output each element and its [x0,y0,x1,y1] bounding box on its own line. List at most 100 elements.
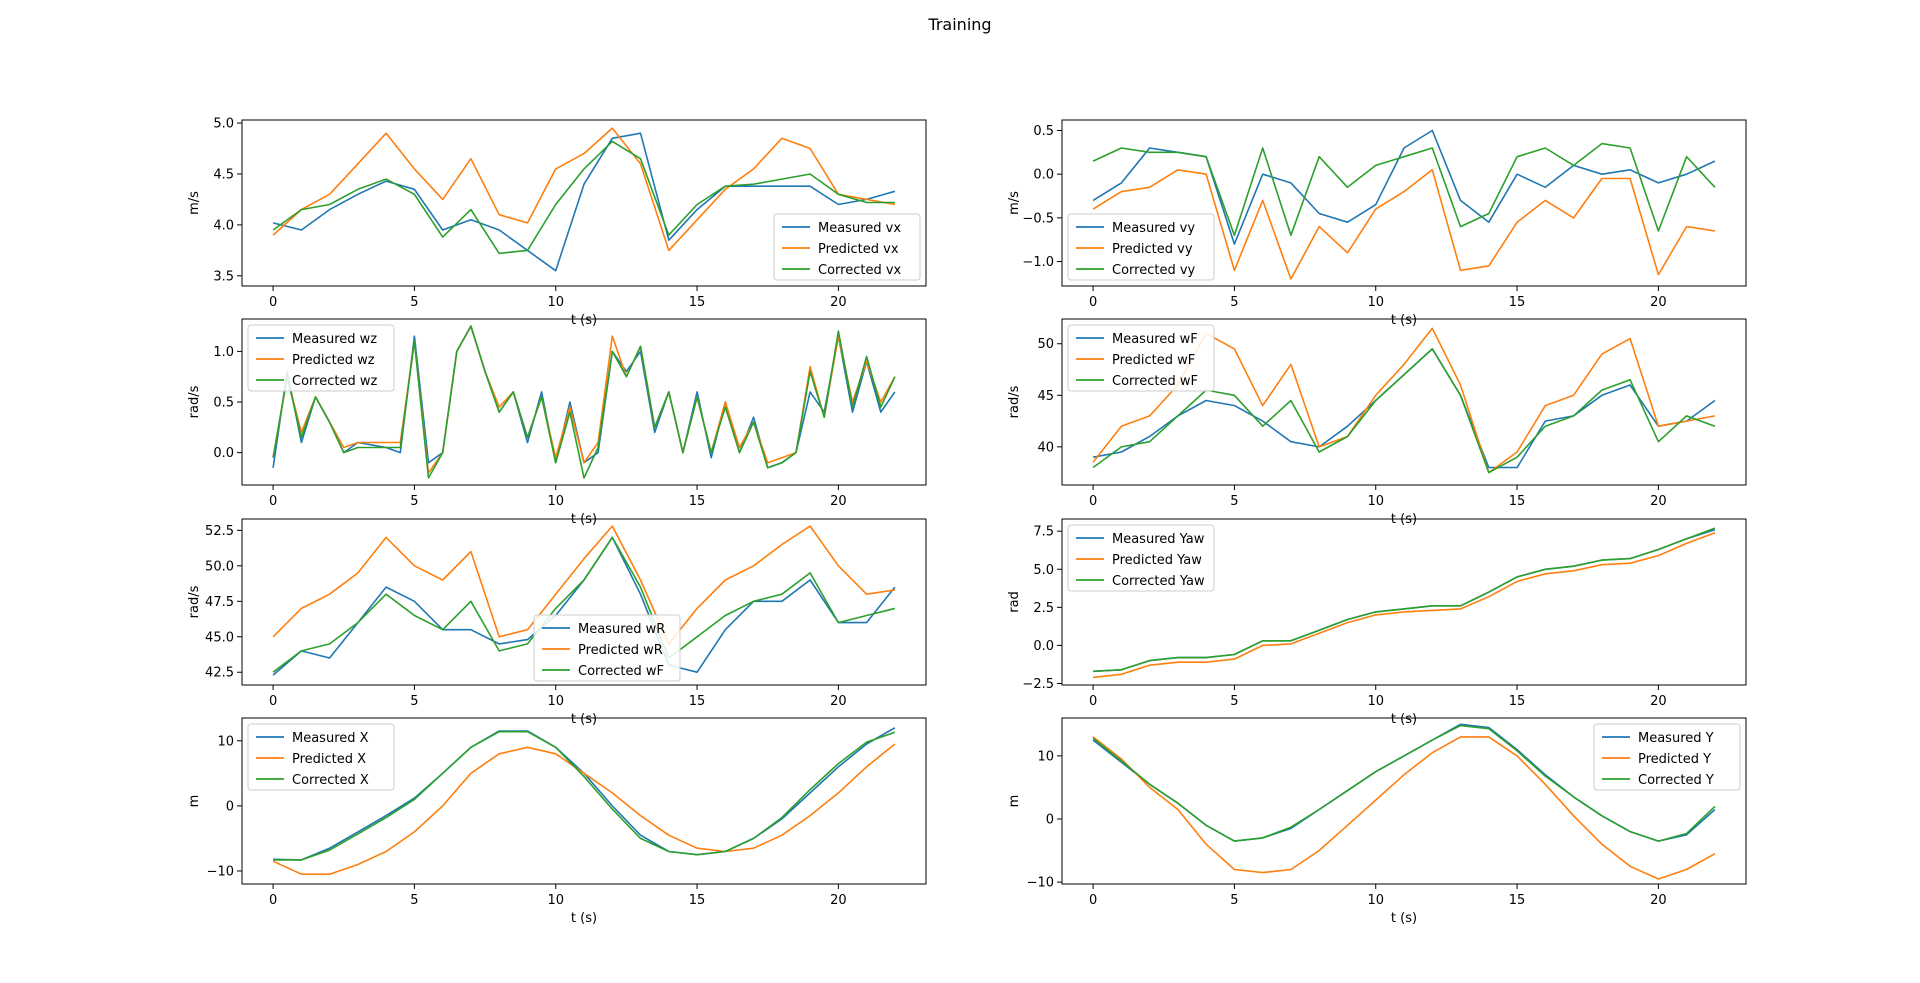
y-tick-label: 47.5 [205,595,234,610]
x-tick-label: 5 [410,295,418,310]
axes-frame [1061,119,1747,287]
y-tick-label: 0 [226,799,234,814]
x-tick-label: 15 [1509,893,1526,908]
axes-frame [1061,717,1747,885]
y-tick-label: 4.0 [213,218,234,233]
legend-label: Predicted Yaw [1112,553,1202,568]
figure-title: Training [927,15,991,34]
x-tick-label: 20 [1650,494,1667,509]
legend-label: Corrected wz [292,374,377,389]
x-tick-label: 5 [410,494,418,509]
y-tick-label: 40 [1037,440,1054,455]
subplot-7: 0 5 10 15 20 −10 0 10 t (s) m Measured X Predicted … [187,717,927,926]
y-tick-label: 0.0 [1033,639,1054,654]
legend-label: Predicted Y [1638,752,1711,767]
legend-label: Measured wF [1112,332,1198,347]
y-tick-label: 3.5 [213,269,234,284]
legend: Measured wz Predicted wz Corrected wz [247,324,395,392]
y-axis-label: m [187,795,202,808]
y-tick-label: −2.5 [1022,677,1054,692]
y-axis-label: m/s [1007,191,1022,215]
x-tick-label: 0 [269,295,277,310]
y-axis-label: m [1007,795,1022,808]
legend-box [247,723,395,791]
x-tick-label: 10 [547,694,564,709]
legend-label: Corrected wF [1112,374,1198,389]
legend-box [1067,524,1215,592]
legend-label: Corrected Yaw [1112,574,1205,589]
y-tick-label: −10 [207,864,234,879]
y-tick-label: −10 [1027,876,1054,891]
legend: Measured vy Predicted vy Corrected vy [1067,213,1215,281]
series-line-3 [272,536,896,673]
legend-label: Corrected vx [818,263,902,278]
subplot-grid: 0 5 10 15 20 3.5 4.0 4.5 5.0 t (s) m/s Measured vx P… [187,117,1747,926]
axes-frame [241,119,927,287]
legend-label: Measured vx [818,221,901,236]
legend-box [1067,324,1215,392]
x-tick-label: 0 [269,494,277,509]
legend-label: Measured wz [292,332,377,347]
x-tick-label: 15 [1509,494,1526,509]
series-line-2 [1092,169,1716,280]
x-tick-label: 0 [1089,694,1097,709]
x-tick-label: 10 [1367,295,1384,310]
legend: Measured X Predicted X Corrected X [247,723,395,791]
x-axis-label: t (s) [571,712,597,727]
legend-label: Predicted vy [1112,242,1193,257]
x-tick-label: 0 [269,694,277,709]
legend: Measured wR Predicted wR Corrected wF [533,614,681,682]
y-tick-label: 0.5 [213,396,234,411]
x-axis-label: t (s) [1391,911,1417,926]
series-line-3 [1092,724,1716,842]
y-axis-label: rad [1007,591,1022,613]
series-line-1 [272,132,896,272]
x-axis-label: t (s) [571,911,597,926]
y-tick-label: 7.5 [1033,525,1054,540]
legend-label: Predicted vx [818,242,899,257]
x-tick-label: 10 [547,494,564,509]
legend-label: Measured Yaw [1112,532,1205,547]
series-line-2 [272,127,896,252]
subplot-6: 0 5 10 15 20 −2.5 0.0 2.5 5.0 7.5 t (s) rad Measured… [1007,518,1747,727]
y-tick-label: 1.0 [213,345,234,360]
legend-label: Measured Y [1638,731,1714,746]
x-tick-label: 10 [1367,893,1384,908]
y-tick-label: 5.0 [1033,563,1054,578]
series-line-2 [272,743,896,876]
x-axis-label: t (s) [571,313,597,328]
axes-frame [1061,318,1747,486]
x-tick-label: 15 [689,893,706,908]
y-tick-label: 0.5 [1033,124,1054,139]
legend-label: Predicted X [292,752,366,767]
x-tick-label: 20 [1650,295,1667,310]
legend: Measured wF Predicted wF Corrected wF [1067,324,1215,392]
y-tick-label: −1.0 [1022,255,1054,270]
x-tick-label: 20 [830,295,847,310]
x-tick-label: 15 [1509,295,1526,310]
legend-box [773,213,921,281]
series-line-3 [272,140,895,255]
x-tick-label: 5 [1230,494,1238,509]
y-tick-label: 52.5 [205,524,234,539]
legend-box [247,324,395,392]
x-tick-label: 10 [547,295,564,310]
series-line-2 [272,525,896,645]
subplot-8: 0 5 10 15 20 −10 0 10 t (s) m Measured Y Predicted … [1007,717,1747,926]
x-tick-label: 0 [1089,494,1097,509]
axes-frame [1061,518,1747,686]
legend-label: Corrected wF [578,664,664,679]
legend-label: Measured vy [1112,221,1195,236]
x-tick-label: 15 [689,295,706,310]
subplot-2: 0 5 10 15 20 −1.0 −0.5 0.0 0.5 t (s) m/s Measured v… [1007,119,1747,328]
y-tick-label: 10 [1037,749,1054,764]
y-tick-label: 5.0 [213,117,234,132]
x-tick-label: 10 [1367,494,1384,509]
series-line-3 [1093,527,1716,673]
y-tick-label: 0 [1046,812,1054,827]
y-axis-label: m/s [187,191,202,215]
legend-label: Predicted wF [1112,353,1195,368]
